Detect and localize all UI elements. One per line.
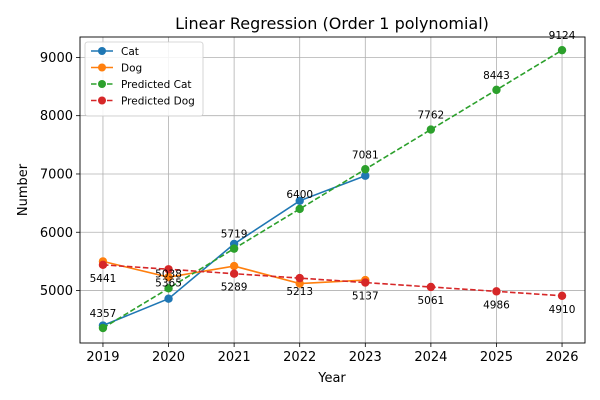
data-label: 5137 [352, 291, 379, 303]
legend-marker [98, 47, 106, 55]
data-point [98, 260, 108, 270]
data-label: 7762 [418, 110, 445, 122]
x-tick-label: 2026 [545, 350, 578, 365]
data-label: 8443 [483, 70, 510, 82]
data-label: 4910 [549, 304, 576, 316]
series-cat [98, 171, 370, 330]
data-label: 4986 [483, 299, 510, 311]
data-label: 9124 [549, 30, 576, 42]
legend-label: Cat [121, 46, 139, 58]
chart-title: Linear Regression (Order 1 polynomial) [175, 14, 489, 33]
data-point [295, 273, 304, 283]
data-point [229, 261, 239, 271]
data-label: 5061 [418, 295, 445, 307]
y-tick-label: 6000 [40, 226, 73, 241]
y-tick-label: 8000 [40, 109, 73, 124]
y-tick-label: 5000 [40, 284, 73, 299]
data-point [229, 244, 239, 253]
x-tick-label: 2019 [86, 350, 119, 365]
x-tick-label: 2023 [349, 350, 382, 365]
legend-marker [98, 63, 106, 72]
data-label: 5365 [155, 277, 182, 289]
data-point [295, 204, 304, 214]
series-predicted-cat [98, 45, 567, 333]
data-point [164, 284, 173, 293]
x-tick-label: 2020 [152, 350, 185, 365]
axis-ticks: 2019 2020 2021 2022 2023 2024 2025 2026 5000 6000… [40, 51, 579, 365]
y-tick-label: 9000 [40, 51, 73, 66]
legend-label: Predicted Cat [121, 79, 192, 91]
plot-frame [79, 36, 586, 344]
data-point [361, 278, 370, 287]
data-label: 6400 [286, 189, 313, 201]
data-point [426, 125, 436, 134]
data-point [164, 294, 173, 303]
data-label: 5213 [286, 286, 313, 298]
series-predicted-dog [98, 260, 567, 300]
series-line-predicted-cat [102, 49, 563, 329]
data-point [229, 269, 239, 278]
data-label: 5038 [155, 268, 182, 280]
x-tick-label: 2025 [480, 350, 513, 365]
data-labels: 4357 5038 5719 6400 7081 7762 8443 9124 5441 5365… [90, 30, 576, 320]
legend: Cat Dog Predicted Cat Predicted Dog [84, 41, 204, 117]
data-point [98, 323, 108, 333]
data-point [557, 45, 567, 55]
y-tick-label: 7000 [40, 167, 73, 182]
data-point [361, 171, 370, 180]
data-label: 5289 [221, 282, 248, 294]
data-point [426, 282, 436, 292]
legend-marker [98, 96, 106, 105]
y-axis-label: Number [16, 163, 31, 216]
legend-box [84, 41, 204, 117]
data-point [164, 272, 173, 282]
series-line-predicted-dog [102, 264, 563, 297]
x-tick-label: 2024 [414, 350, 447, 365]
data-point [295, 196, 304, 205]
data-label: 4357 [90, 308, 117, 320]
data-point [164, 265, 173, 274]
series-group [98, 45, 567, 333]
legend-label: Dog [121, 63, 142, 75]
x-tick-label: 2021 [218, 350, 251, 365]
data-label: 5719 [221, 229, 248, 241]
data-point [492, 287, 501, 296]
legend-marker [98, 80, 106, 88]
data-point [492, 85, 501, 95]
data-label: 7081 [352, 149, 379, 161]
data-label: 5441 [90, 273, 117, 285]
legend-label: Predicted Dog [121, 96, 195, 108]
data-point [557, 291, 567, 300]
data-point [361, 165, 370, 174]
x-tick-label: 2022 [283, 350, 316, 365]
x-axis-label: Year [317, 371, 346, 386]
